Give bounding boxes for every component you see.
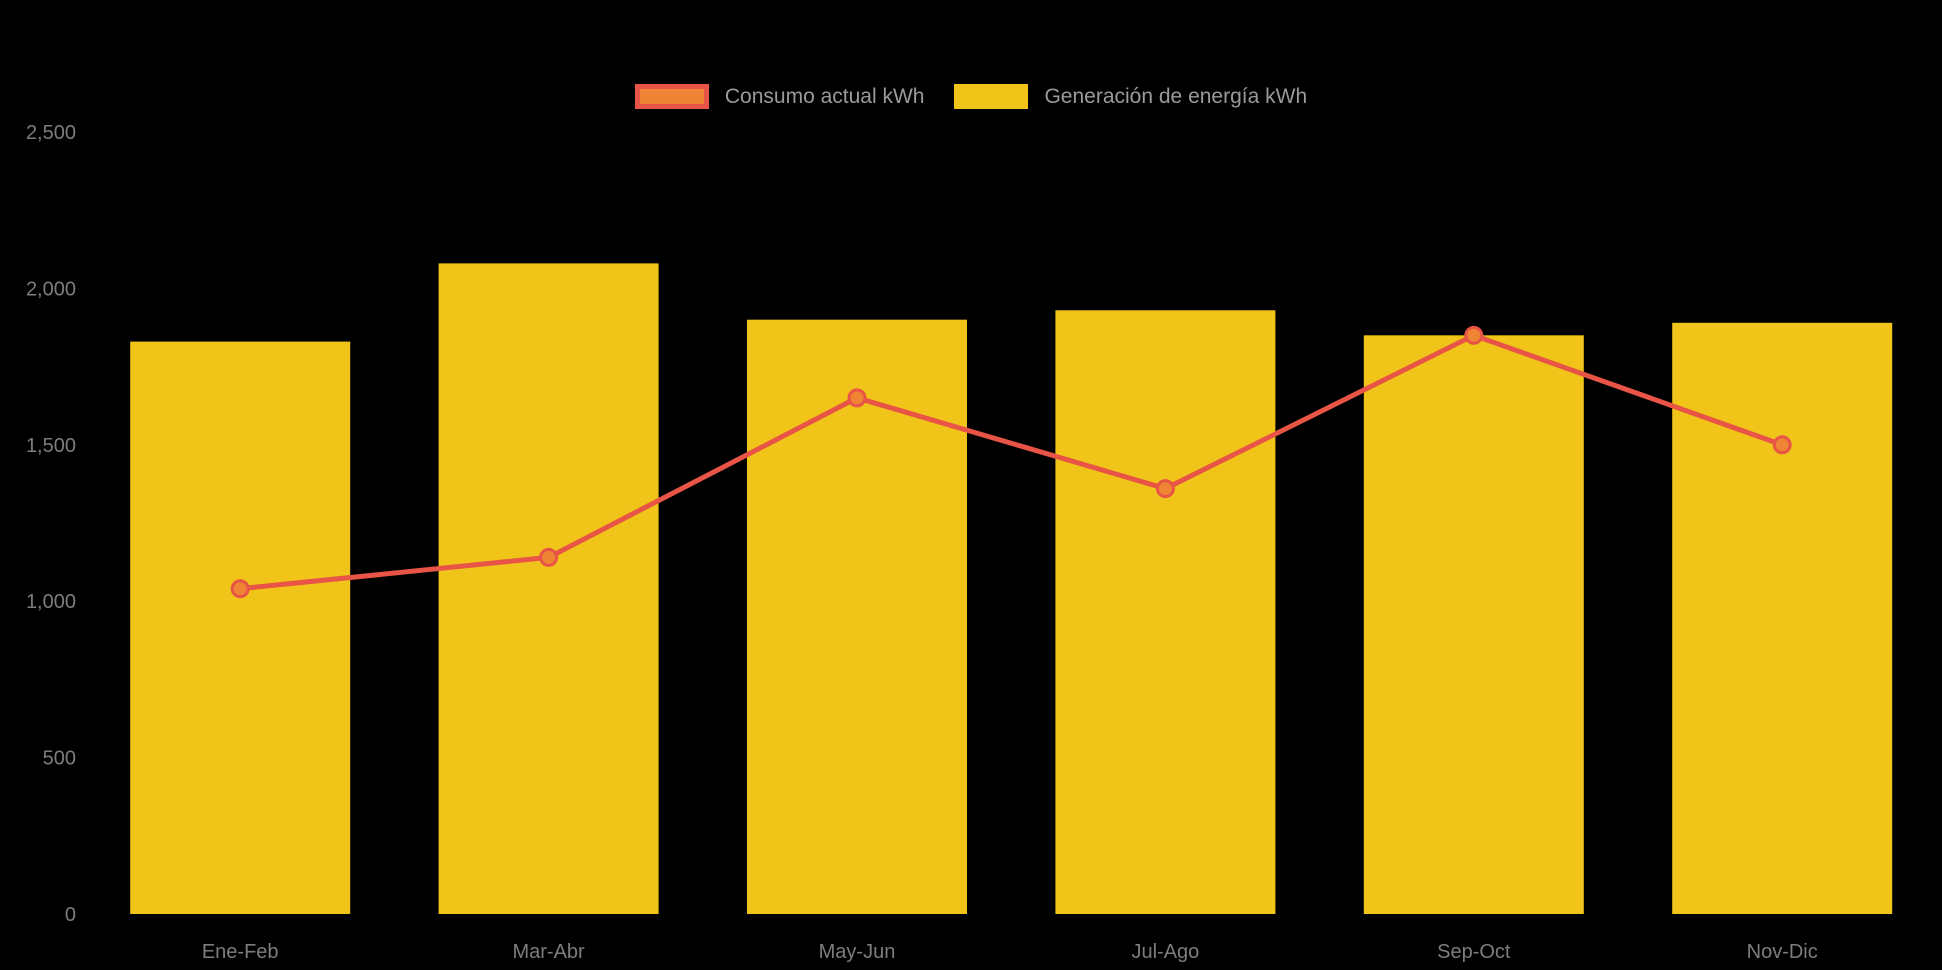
legend-swatch-generacion bbox=[954, 84, 1029, 109]
x-tick-label-Nov-Dic: Nov-Dic bbox=[1747, 941, 1818, 963]
data-point-Jul-Ago[interactable] bbox=[1155, 479, 1175, 499]
data-point-Nov-Dic[interactable] bbox=[1772, 435, 1792, 455]
consumo-line bbox=[237, 332, 1785, 592]
bar-Nov-Dic[interactable] bbox=[1672, 322, 1893, 915]
y-tick-label: 2,000 bbox=[26, 278, 76, 300]
legend-swatch-consumo bbox=[634, 84, 709, 109]
chart-legend: Consumo actual kWh Generación de energía… bbox=[0, 84, 1942, 109]
x-tick-label-Sep-Oct: Sep-Oct bbox=[1437, 941, 1511, 963]
legend-item-generacion[interactable]: Generación de energía kWh bbox=[954, 84, 1307, 109]
bar-Ene-Feb[interactable] bbox=[130, 341, 351, 914]
y-tick-label: 2,500 bbox=[26, 122, 76, 144]
bar-Jul-Ago[interactable] bbox=[1055, 310, 1276, 914]
y-tick-label: 1,500 bbox=[26, 435, 76, 457]
legend-item-consumo[interactable]: Consumo actual kWh bbox=[634, 84, 925, 109]
data-point-Ene-Feb[interactable] bbox=[230, 579, 250, 599]
bar-Mar-Abr[interactable] bbox=[438, 263, 659, 915]
bar-May-Jun[interactable] bbox=[747, 319, 967, 914]
x-tick-label-Ene-Feb: Ene-Feb bbox=[202, 941, 279, 963]
y-tick-label: 1,000 bbox=[26, 591, 76, 613]
x-tick-label-Jul-Ago: Jul-Ago bbox=[1131, 941, 1199, 963]
x-tick-label-Mar-Abr: Mar-Abr bbox=[512, 941, 585, 963]
data-point-Mar-Abr[interactable] bbox=[539, 547, 559, 567]
data-point-Sep-Oct[interactable] bbox=[1464, 325, 1484, 345]
y-tick-label: 500 bbox=[43, 748, 76, 770]
data-point-May-Jun[interactable] bbox=[847, 388, 867, 408]
legend-label-consumo: Consumo actual kWh bbox=[724, 85, 925, 108]
y-tick-label: 0 bbox=[65, 904, 76, 926]
bar-Sep-Oct[interactable] bbox=[1363, 335, 1584, 914]
x-tick-label-May-Jun: May-Jun bbox=[819, 941, 896, 963]
legend-label-generacion: Generación de energía kWh bbox=[1044, 85, 1308, 108]
